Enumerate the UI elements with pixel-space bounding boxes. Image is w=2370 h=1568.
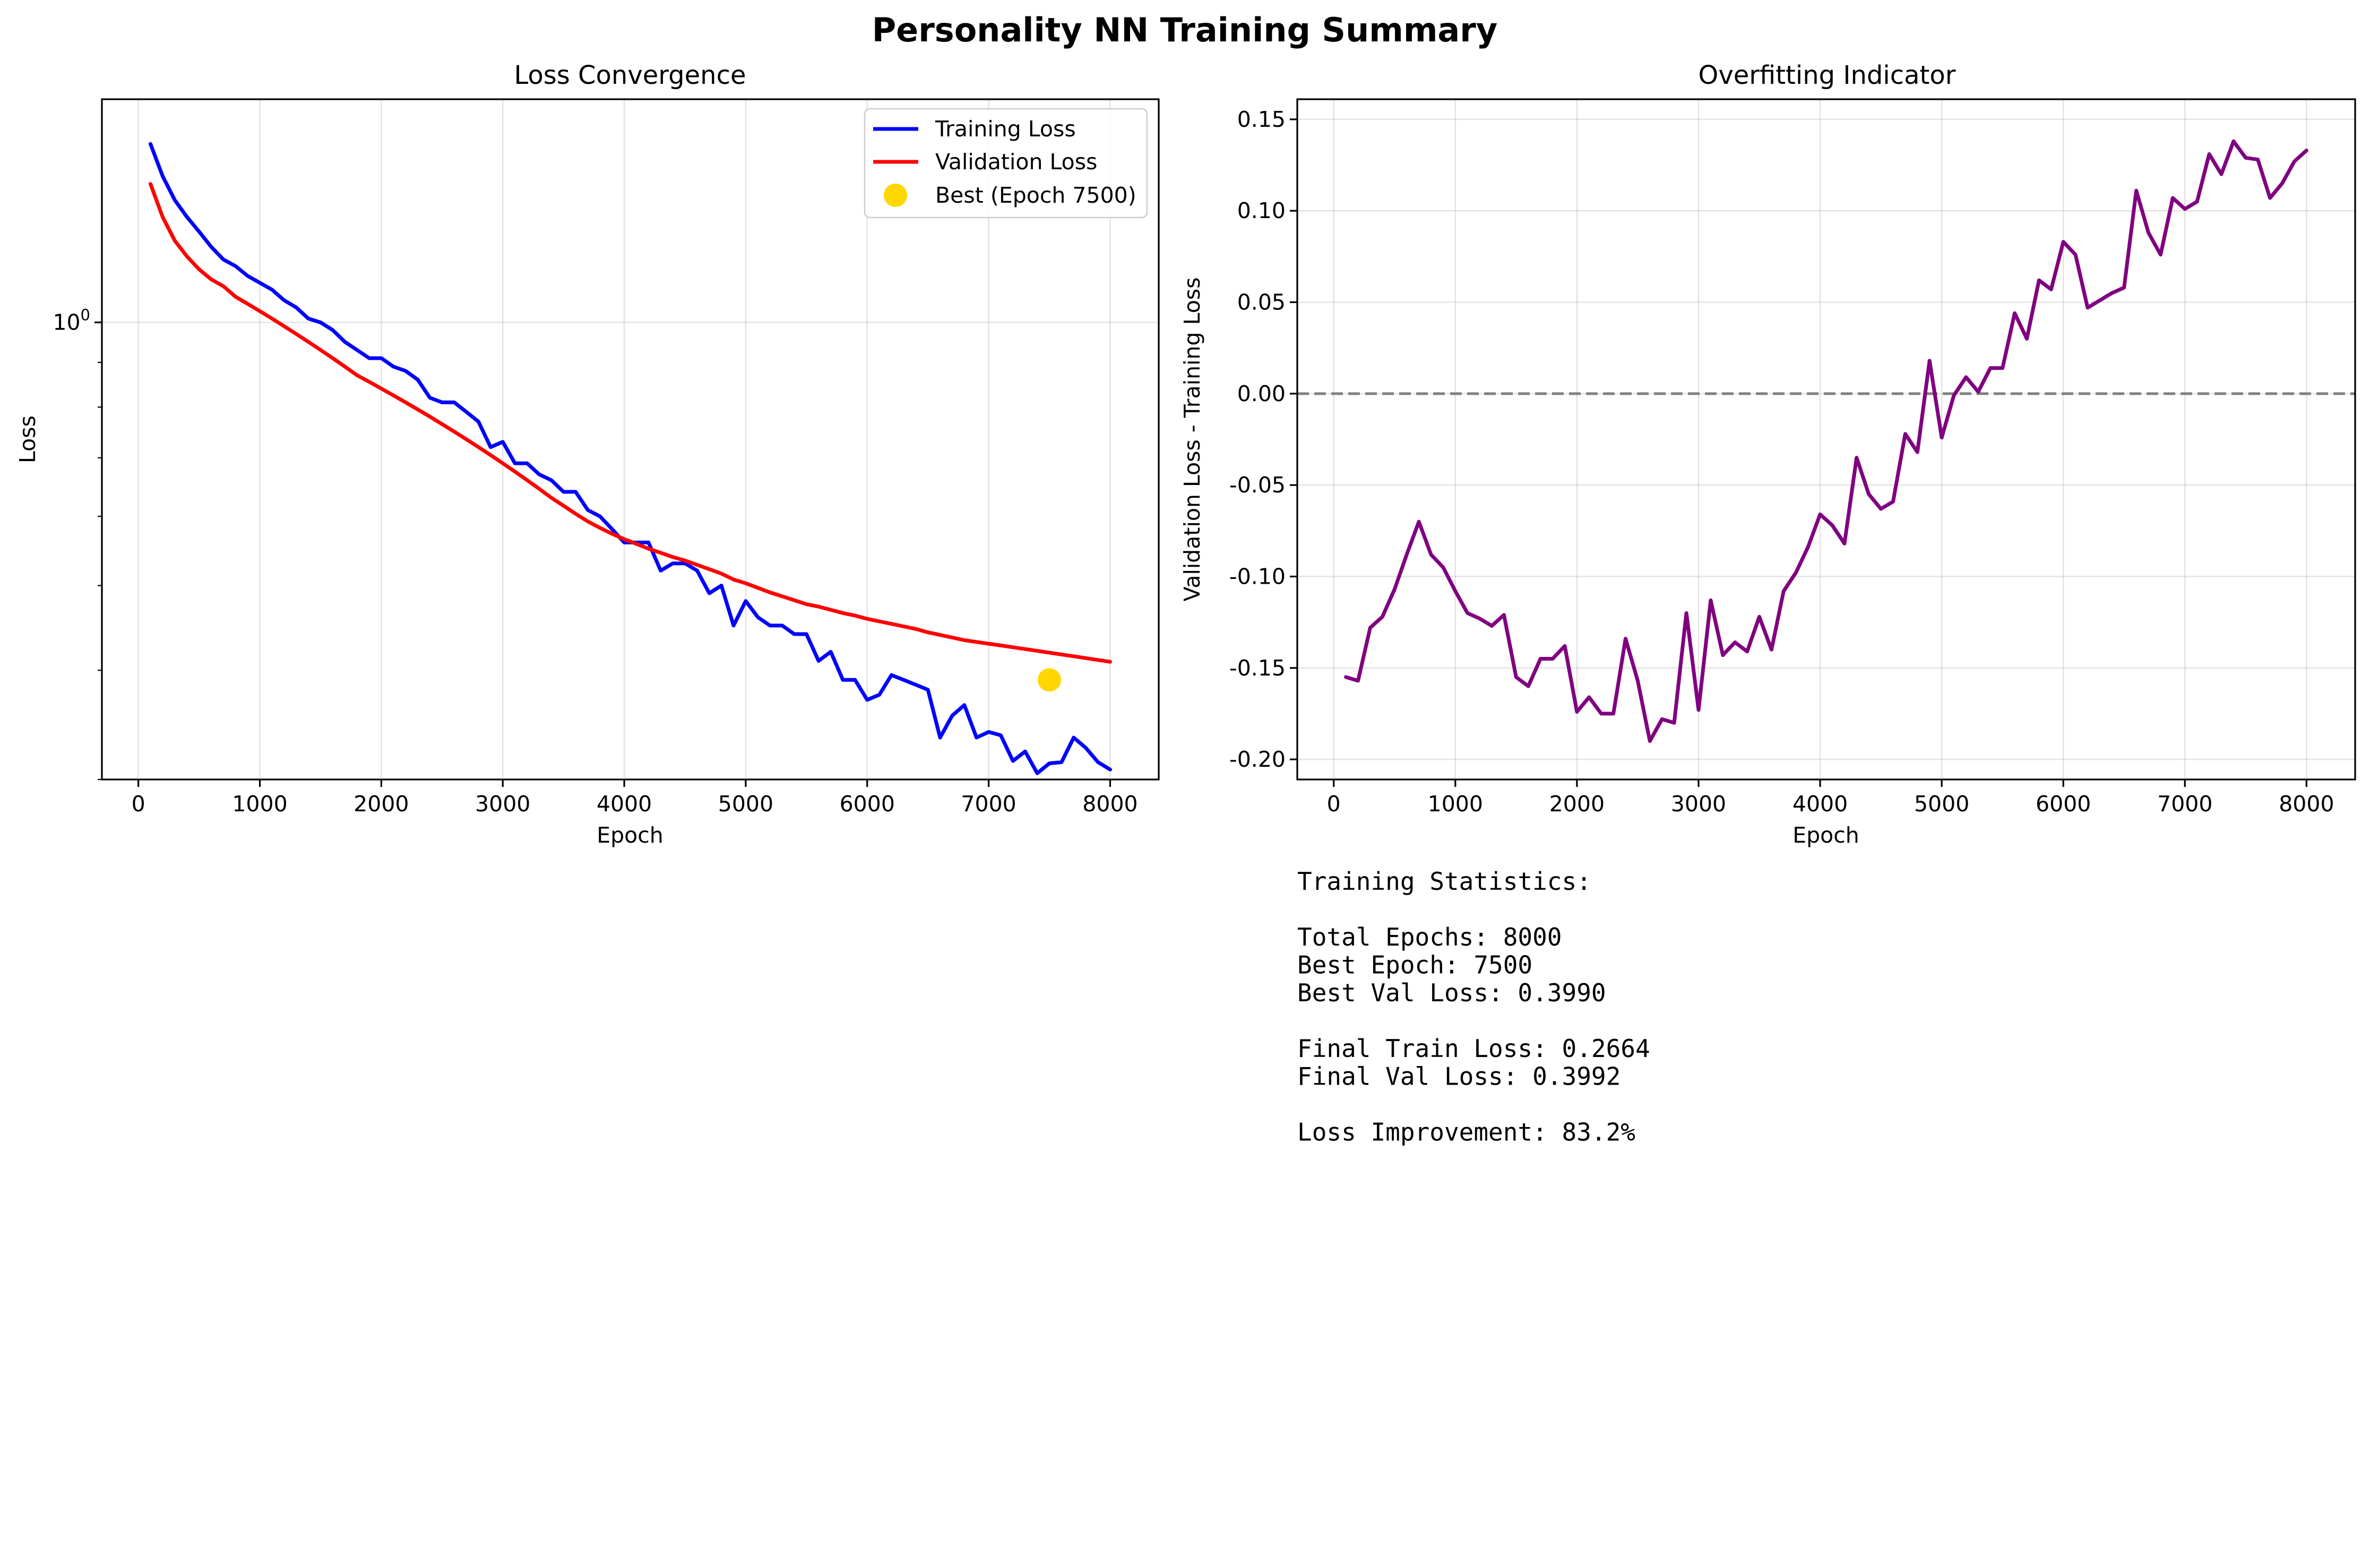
loss-chart-title: Loss Convergence bbox=[514, 60, 746, 90]
series-line-loss-gap bbox=[1344, 139, 2308, 743]
overfit-chart-ytick-label: -0.05 bbox=[1229, 472, 1286, 498]
stats-line: Total Epochs: 8000 bbox=[1297, 923, 1562, 951]
overfit-chart-frame bbox=[1296, 98, 2356, 781]
loss-chart-xlabel: Epoch bbox=[597, 822, 663, 848]
stats-line: Training Statistics: bbox=[1297, 867, 1591, 896]
loss-convergence-chart: Loss Convergence 0 1000 2000 3000 4000 5000 60… bbox=[15, 60, 1160, 848]
overfit-chart-title: Overfitting Indicator bbox=[1699, 60, 1956, 90]
loss-chart-xtick-label: 0 bbox=[132, 791, 145, 817]
loss-chart-xtick-label: 5000 bbox=[718, 791, 773, 817]
best-epoch-marker bbox=[1038, 668, 1062, 692]
overfit-chart-xlabel: Epoch bbox=[1792, 822, 1859, 848]
legend-label-validation: Validation Loss bbox=[935, 149, 1097, 175]
overfit-chart-xtick-label: 7000 bbox=[2157, 791, 2212, 817]
loss-chart-legend: Training Loss Validation Loss Best (Epoc… bbox=[864, 108, 1148, 219]
overfit-chart-ytick-label: -0.15 bbox=[1229, 655, 1286, 681]
overfit-chart-ytick-label: -0.20 bbox=[1229, 747, 1286, 772]
overfit-chart-xtick-label: 1000 bbox=[1428, 791, 1483, 817]
overfit-chart-xtick-label: 2000 bbox=[1549, 791, 1605, 817]
legend-marker-best bbox=[884, 184, 907, 207]
training-statistics: Training Statistics:Total Epochs: 8000Be… bbox=[1297, 867, 1650, 1147]
overfit-chart-xtick-label: 3000 bbox=[1671, 791, 1726, 817]
stats-line: Loss Improvement: 83.2% bbox=[1297, 1118, 1635, 1147]
overfit-chart-ytick-label: -0.10 bbox=[1229, 564, 1286, 589]
loss-chart-xtick-label: 3000 bbox=[475, 791, 530, 817]
stats-line: Final Train Loss: 0.2664 bbox=[1297, 1034, 1650, 1063]
loss-chart-xtick-label: 7000 bbox=[961, 791, 1016, 817]
loss-chart-xtick-label: 8000 bbox=[1082, 791, 1137, 817]
overfit-chart-ytick-label: 0.10 bbox=[1237, 198, 1286, 223]
stats-line: Final Val Loss: 0.3992 bbox=[1297, 1062, 1621, 1091]
legend-label-best: Best (Epoch 7500) bbox=[935, 183, 1136, 208]
legend-label-training: Training Loss bbox=[935, 116, 1076, 142]
loss-chart-xtick-label: 6000 bbox=[840, 791, 895, 817]
overfit-chart-ylabel: Validation Loss - Training Loss bbox=[1179, 277, 1205, 601]
stats-line: Best Val Loss: 0.3990 bbox=[1297, 978, 1606, 1007]
loss-chart-ytick-label: 100 bbox=[53, 306, 90, 335]
overfit-chart-xtick-label: 6000 bbox=[2036, 791, 2091, 817]
figure-title: Personality NN Training Summary bbox=[872, 11, 1498, 49]
overfit-chart-ytick-label: 0.15 bbox=[1237, 107, 1286, 132]
overfit-chart-xtick-label: 5000 bbox=[1914, 791, 1969, 817]
overfit-chart-xtick-label: 0 bbox=[1327, 791, 1341, 817]
overfit-chart-ytick-label: 0.00 bbox=[1237, 381, 1286, 406]
overfit-chart-xtick-label: 4000 bbox=[1792, 791, 1848, 817]
loss-chart-xtick-label: 2000 bbox=[354, 791, 409, 817]
overfit-chart-ytick-label: 0.05 bbox=[1237, 290, 1286, 315]
series-line-validation-loss bbox=[149, 182, 1112, 664]
loss-chart-ylabel: Loss bbox=[15, 415, 40, 463]
loss-chart-xtick-label: 1000 bbox=[232, 791, 287, 817]
loss-chart-frame bbox=[101, 98, 1160, 781]
overfitting-indicator-chart: Overfitting Indicator 0 1000 2000 3000 4000 5… bbox=[1179, 60, 2356, 848]
overfit-chart-xtick-label: 8000 bbox=[2279, 791, 2334, 817]
loss-chart-xtick-label: 4000 bbox=[597, 791, 652, 817]
stats-line: Best Epoch: 7500 bbox=[1297, 951, 1532, 980]
